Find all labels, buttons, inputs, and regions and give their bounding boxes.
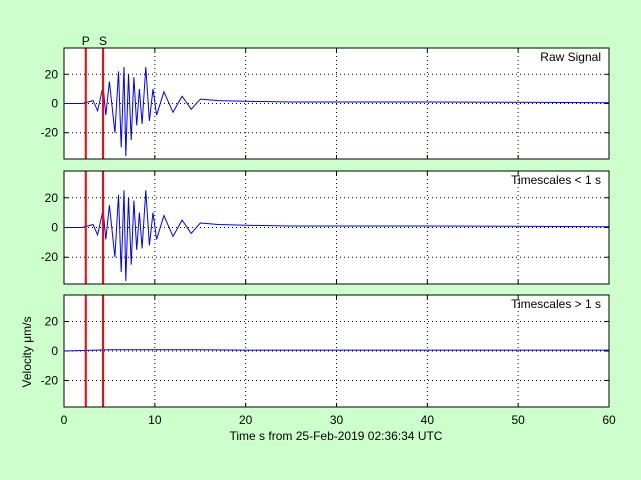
x-tick-label: 10 xyxy=(148,413,162,427)
x-tick-label: 60 xyxy=(602,413,616,427)
signal-trace xyxy=(63,349,609,352)
x-axis-label: Time s from 25-Feb-2019 02:36:34 UTC xyxy=(230,429,443,443)
x-tick-label: 30 xyxy=(330,413,344,427)
panel-frame xyxy=(63,294,610,408)
p-phase-label: P xyxy=(82,34,90,48)
panel-2: -20 0 20 Timescales < 1 s xyxy=(41,170,610,285)
panel-label: Timescales > 1 s xyxy=(511,297,601,311)
y-tick-label: 0 xyxy=(51,221,58,235)
y-tick-label: 20 xyxy=(45,67,59,81)
panel-1: -20 0 20 Raw Signal xyxy=(41,47,610,160)
panel-frame xyxy=(63,170,610,285)
y-tick-label: 0 xyxy=(51,97,58,111)
y-tick-label: 0 xyxy=(51,344,58,358)
phase-labels-group: P S xyxy=(82,34,107,48)
y-tick-label: -20 xyxy=(41,373,59,387)
y-tick-label: -20 xyxy=(41,126,59,140)
y-tick-label: 20 xyxy=(45,315,59,329)
x-tick-label: 40 xyxy=(421,413,435,427)
y-tick-label: 20 xyxy=(45,191,59,205)
x-tick-label: 50 xyxy=(511,413,525,427)
x-tick-label: 20 xyxy=(239,413,253,427)
panel-frame xyxy=(63,47,610,160)
y-tick-label: -20 xyxy=(41,250,59,264)
x-tick-label: 0 xyxy=(61,413,68,427)
panel-label: Raw Signal xyxy=(540,50,601,64)
signal-trace xyxy=(64,66,610,157)
y-axis-label: Velocity μm/s xyxy=(20,317,34,388)
s-phase-label: S xyxy=(99,34,107,48)
signal-trace xyxy=(64,190,610,282)
panel-3: -20 0 20 Timescales > 1 s xyxy=(41,294,610,408)
panel-label: Timescales < 1 s xyxy=(511,173,601,187)
x-tick-labels: 0 10 20 30 40 50 60 xyxy=(61,413,616,427)
